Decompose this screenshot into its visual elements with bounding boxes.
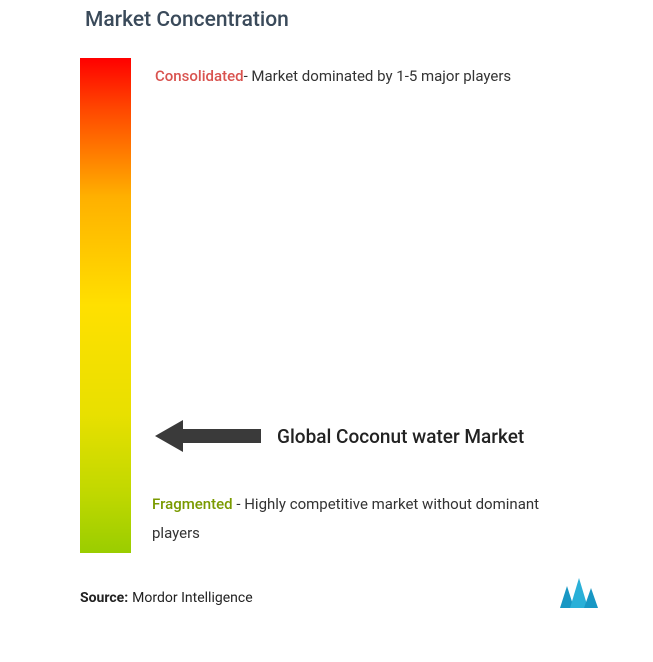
fragmented-highlight: Fragmented bbox=[152, 495, 233, 513]
consolidated-body: - Market dominated by 1-5 major players bbox=[244, 67, 512, 85]
source-attribution: Source:Mordor Intelligence bbox=[80, 590, 253, 606]
mordor-logo-icon bbox=[560, 578, 598, 608]
consolidated-highlight: Consolidated bbox=[155, 67, 244, 85]
fragmented-label: Fragmented - Highly competitive market w… bbox=[152, 490, 563, 547]
consolidated-label: Consolidated- Market dominated by 1-5 ma… bbox=[155, 62, 553, 91]
arrow-left-icon bbox=[155, 420, 261, 452]
source-label: Source: bbox=[80, 590, 128, 606]
chart-title: Market Concentration bbox=[85, 8, 289, 32]
market-position-marker: Global Coconut water Market bbox=[155, 420, 593, 452]
source-value: Mordor Intelligence bbox=[132, 590, 252, 606]
concentration-gradient-bar bbox=[80, 58, 131, 553]
market-name-label: Global Coconut water Market bbox=[277, 425, 524, 448]
